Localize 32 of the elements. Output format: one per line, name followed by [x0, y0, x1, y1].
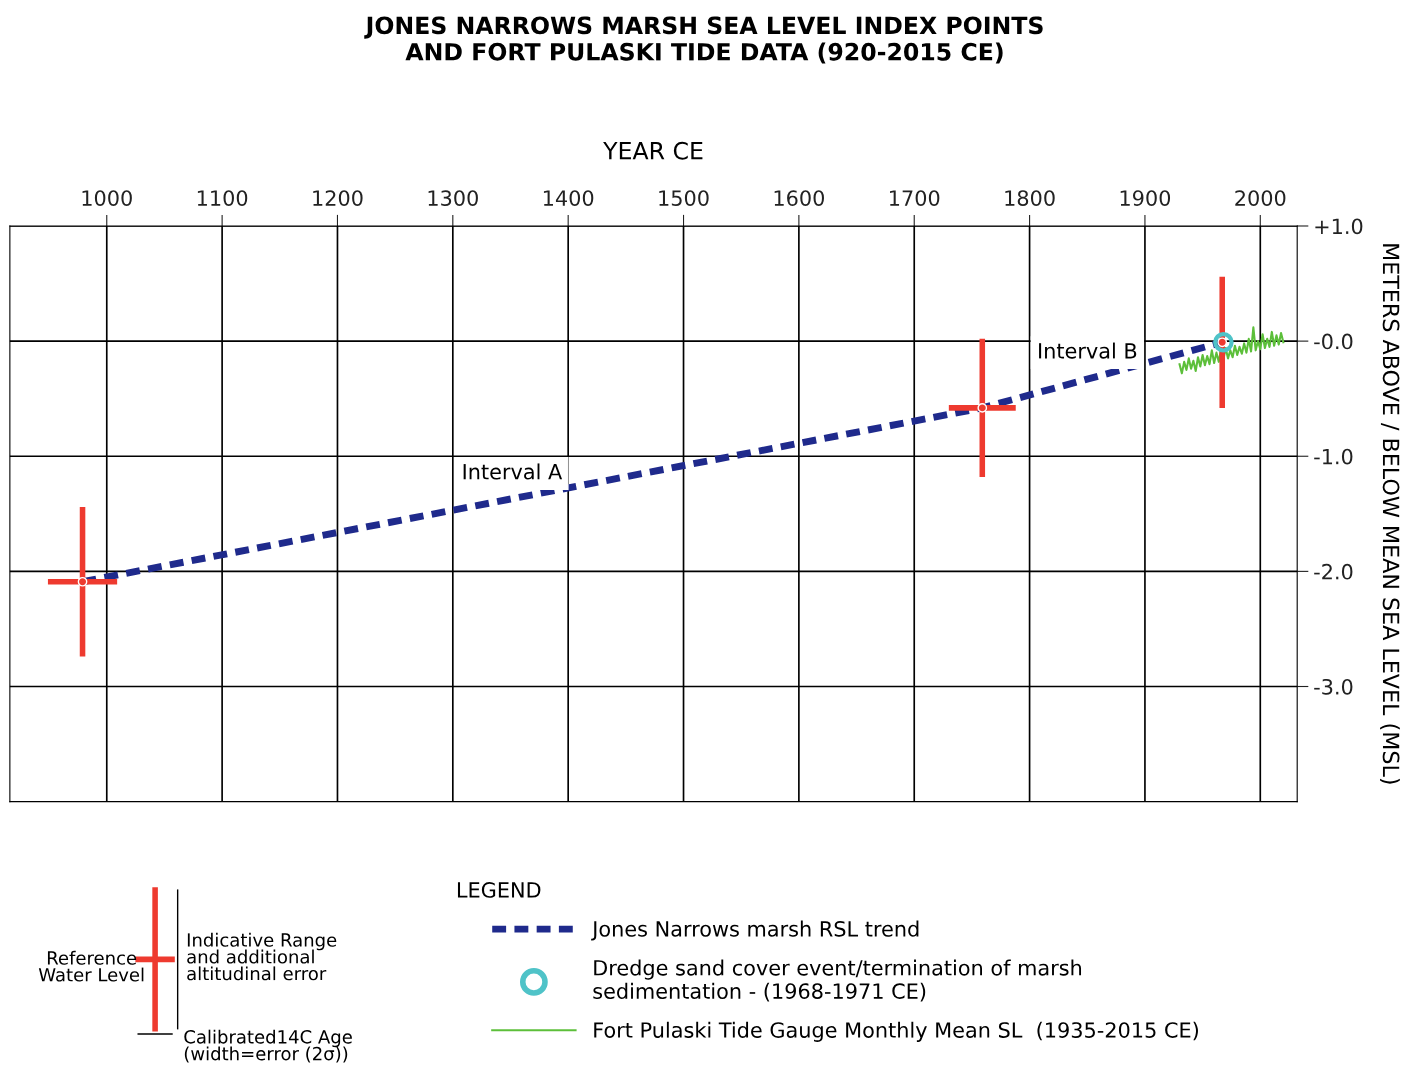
text: Reference Water Level: [38, 950, 144, 982]
x-tick-label: 1000: [82, 190, 132, 206]
x-tick-label: 1300: [428, 190, 478, 206]
x-tick-label: 1200: [313, 190, 363, 206]
x-tick-label: 1500: [659, 190, 709, 206]
y-tick-label: -0.0: [1314, 333, 1353, 350]
point: [977, 403, 988, 413]
legend-label: Jones Narrows marsh RSL trend: [591, 920, 919, 941]
x-tick-label: 2000: [1235, 190, 1286, 206]
legend-label: Fort Pulaski Tide Gauge Monthly Mean SL (1935-2015 CE): [594, 1021, 1198, 1042]
point: [1213, 331, 1234, 353]
legend-label: Dredge sand cover event/termination of marsh sedimentation - (1968-1971 CE): [593, 959, 1082, 1002]
line-series: [1178, 326, 1285, 375]
x-tick-label: 1400: [543, 190, 594, 206]
y-tick-label: -2.0: [1314, 563, 1353, 580]
point: [77, 576, 88, 587]
y-axis-title: METERS ABOVE / BELOW MEAN SEA LEVEL (MSL): [1380, 244, 1400, 784]
x-tick-label: 1600: [774, 190, 824, 206]
y-tick-label: -3.0: [1314, 678, 1353, 695]
x-tick-label: 1800: [1005, 190, 1055, 206]
chart-title: JONES NARROWS MARSH SEA LEVEL INDEX POINTS AND FORT PULASKI TIDE DATA (920-2015 CE): [364, 16, 1043, 64]
text: Indicative Range and additional altitudinal error: [187, 932, 337, 981]
x-tick-label: 1100: [197, 190, 248, 206]
x-tick-label: 1700: [890, 190, 940, 206]
annotation: Interval B: [1039, 342, 1137, 359]
text: Calibrated14C Age (width=error (2σ)): [184, 1029, 352, 1063]
y-tick-label: +1.0: [1315, 218, 1363, 235]
y-tick-label: -1.0: [1314, 448, 1353, 465]
legend-title: LEGEND: [457, 882, 541, 898]
x-axis-title: YEAR CE: [603, 141, 703, 160]
annotation: Interval A: [463, 463, 563, 480]
x-tick-label: 1900: [1120, 190, 1171, 206]
